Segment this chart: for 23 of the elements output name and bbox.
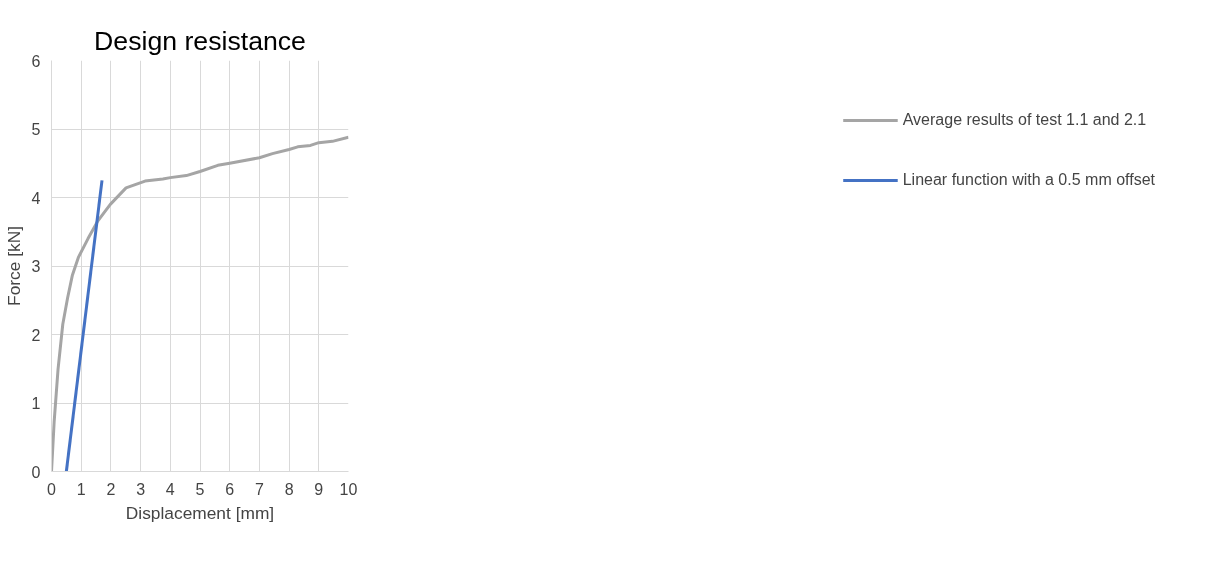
x-tick-label: 3 (136, 480, 146, 498)
x-tick-label: 2 (106, 480, 116, 498)
y-tick-label: 6 (31, 52, 41, 70)
x-tick-label: 4 (165, 480, 175, 498)
legend-label: Linear function with a 0.5 mm offset (902, 171, 1155, 189)
x-tick-label: 9 (314, 480, 324, 498)
x-axis-title: Displacement [mm] (125, 502, 275, 523)
chart-title: Design resistance (94, 25, 306, 56)
x-tick-label: 0 (47, 480, 57, 498)
x-tick-label: 10 (339, 480, 358, 498)
y-tick-label: 4 (31, 189, 41, 207)
x-tick-label: 7 (254, 480, 264, 498)
x-tick-label: 1 (76, 480, 86, 498)
legend-label: Average results of test 1.1 and 2.1 (902, 111, 1147, 129)
x-tick-label: 5 (195, 480, 205, 498)
x-tick-label: 6 (225, 480, 235, 498)
x-tick-label: 8 (284, 480, 294, 498)
y-tick-label: 2 (31, 326, 41, 344)
y-tick-label: 5 (31, 121, 41, 138)
y-tick-label: 0 (31, 463, 41, 481)
y-axis-title: Force [kN] (3, 226, 24, 306)
y-tick-label: 1 (31, 395, 41, 412)
y-tick-label: 3 (31, 258, 41, 275)
